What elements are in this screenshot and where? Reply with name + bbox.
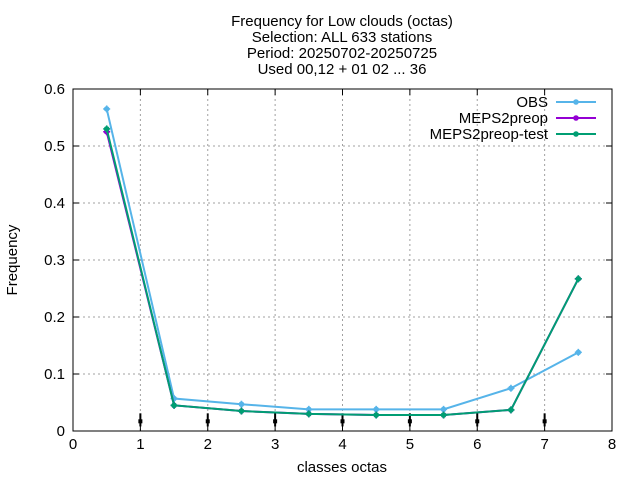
legend-label: MEPS2preop bbox=[459, 110, 548, 127]
data-point bbox=[372, 411, 380, 419]
y-tick-label: 0.3 bbox=[44, 252, 65, 269]
data-point bbox=[237, 400, 245, 408]
data-point bbox=[574, 275, 582, 283]
series-line-MEPS2preop-test bbox=[105, 128, 580, 417]
x-tick-label: 8 bbox=[608, 436, 616, 453]
legend-label: MEPS2preop-test bbox=[430, 126, 549, 143]
error-center-mark bbox=[407, 419, 412, 424]
x-tick-label: 7 bbox=[540, 436, 548, 453]
y-tick-label: 0.4 bbox=[44, 195, 65, 212]
series bbox=[103, 105, 582, 419]
x-tick-label: 4 bbox=[338, 436, 346, 453]
title-line-2: Selection: ALL 633 stations bbox=[252, 29, 432, 46]
y-axis-title: Frequency bbox=[4, 224, 21, 295]
title-line-1: Frequency for Low clouds (octas) bbox=[231, 13, 453, 30]
x-tick-label: 0 bbox=[69, 436, 77, 453]
legend-label: OBS bbox=[516, 94, 548, 111]
data-point bbox=[507, 384, 515, 392]
title-line-3: Period: 20250702-20250725 bbox=[247, 45, 437, 62]
y-tick-label: 0 bbox=[57, 423, 65, 440]
error-center-mark bbox=[542, 419, 547, 424]
data-point bbox=[103, 105, 111, 113]
legend-swatch-marker bbox=[573, 115, 579, 121]
ticks: 0 1 2 3 4 5 6 7 8 0 0.1 0.2 0.3 0.4 0.5 0.6 bbox=[44, 81, 616, 453]
x-tick-label: 5 bbox=[406, 436, 414, 453]
data-point bbox=[440, 411, 448, 419]
y-tick-label: 0.2 bbox=[44, 309, 65, 326]
grid bbox=[73, 89, 612, 431]
title-line-4: Used 00,12 + 01 02 ... 36 bbox=[258, 61, 427, 78]
data-point bbox=[237, 407, 245, 415]
error-center-mark bbox=[138, 419, 143, 424]
y-tick-label: 0.1 bbox=[44, 366, 65, 383]
y-tick-label: 0.5 bbox=[44, 138, 65, 155]
data-point bbox=[574, 348, 582, 356]
data-point bbox=[305, 405, 313, 413]
error-markers bbox=[138, 413, 547, 427]
x-tick-label: 6 bbox=[473, 436, 481, 453]
x-tick-label: 3 bbox=[271, 436, 279, 453]
x-tick-label: 2 bbox=[204, 436, 212, 453]
error-center-mark bbox=[205, 419, 210, 424]
legend-swatch-marker bbox=[573, 131, 579, 137]
legend-swatch-marker bbox=[573, 99, 579, 105]
x-axis-title: classes octas bbox=[297, 459, 387, 476]
data-point bbox=[305, 410, 313, 418]
error-center-mark bbox=[273, 419, 278, 424]
data-point bbox=[507, 406, 515, 414]
x-tick-label: 1 bbox=[136, 436, 144, 453]
series-line-OBS bbox=[105, 108, 579, 411]
y-tick-label: 0.6 bbox=[44, 81, 65, 98]
error-center-mark bbox=[475, 419, 480, 424]
error-center-mark bbox=[340, 419, 345, 424]
chart-title: Frequency for Low clouds (octas) Selecti… bbox=[231, 13, 453, 78]
data-point bbox=[103, 125, 111, 133]
data-point bbox=[170, 401, 178, 409]
